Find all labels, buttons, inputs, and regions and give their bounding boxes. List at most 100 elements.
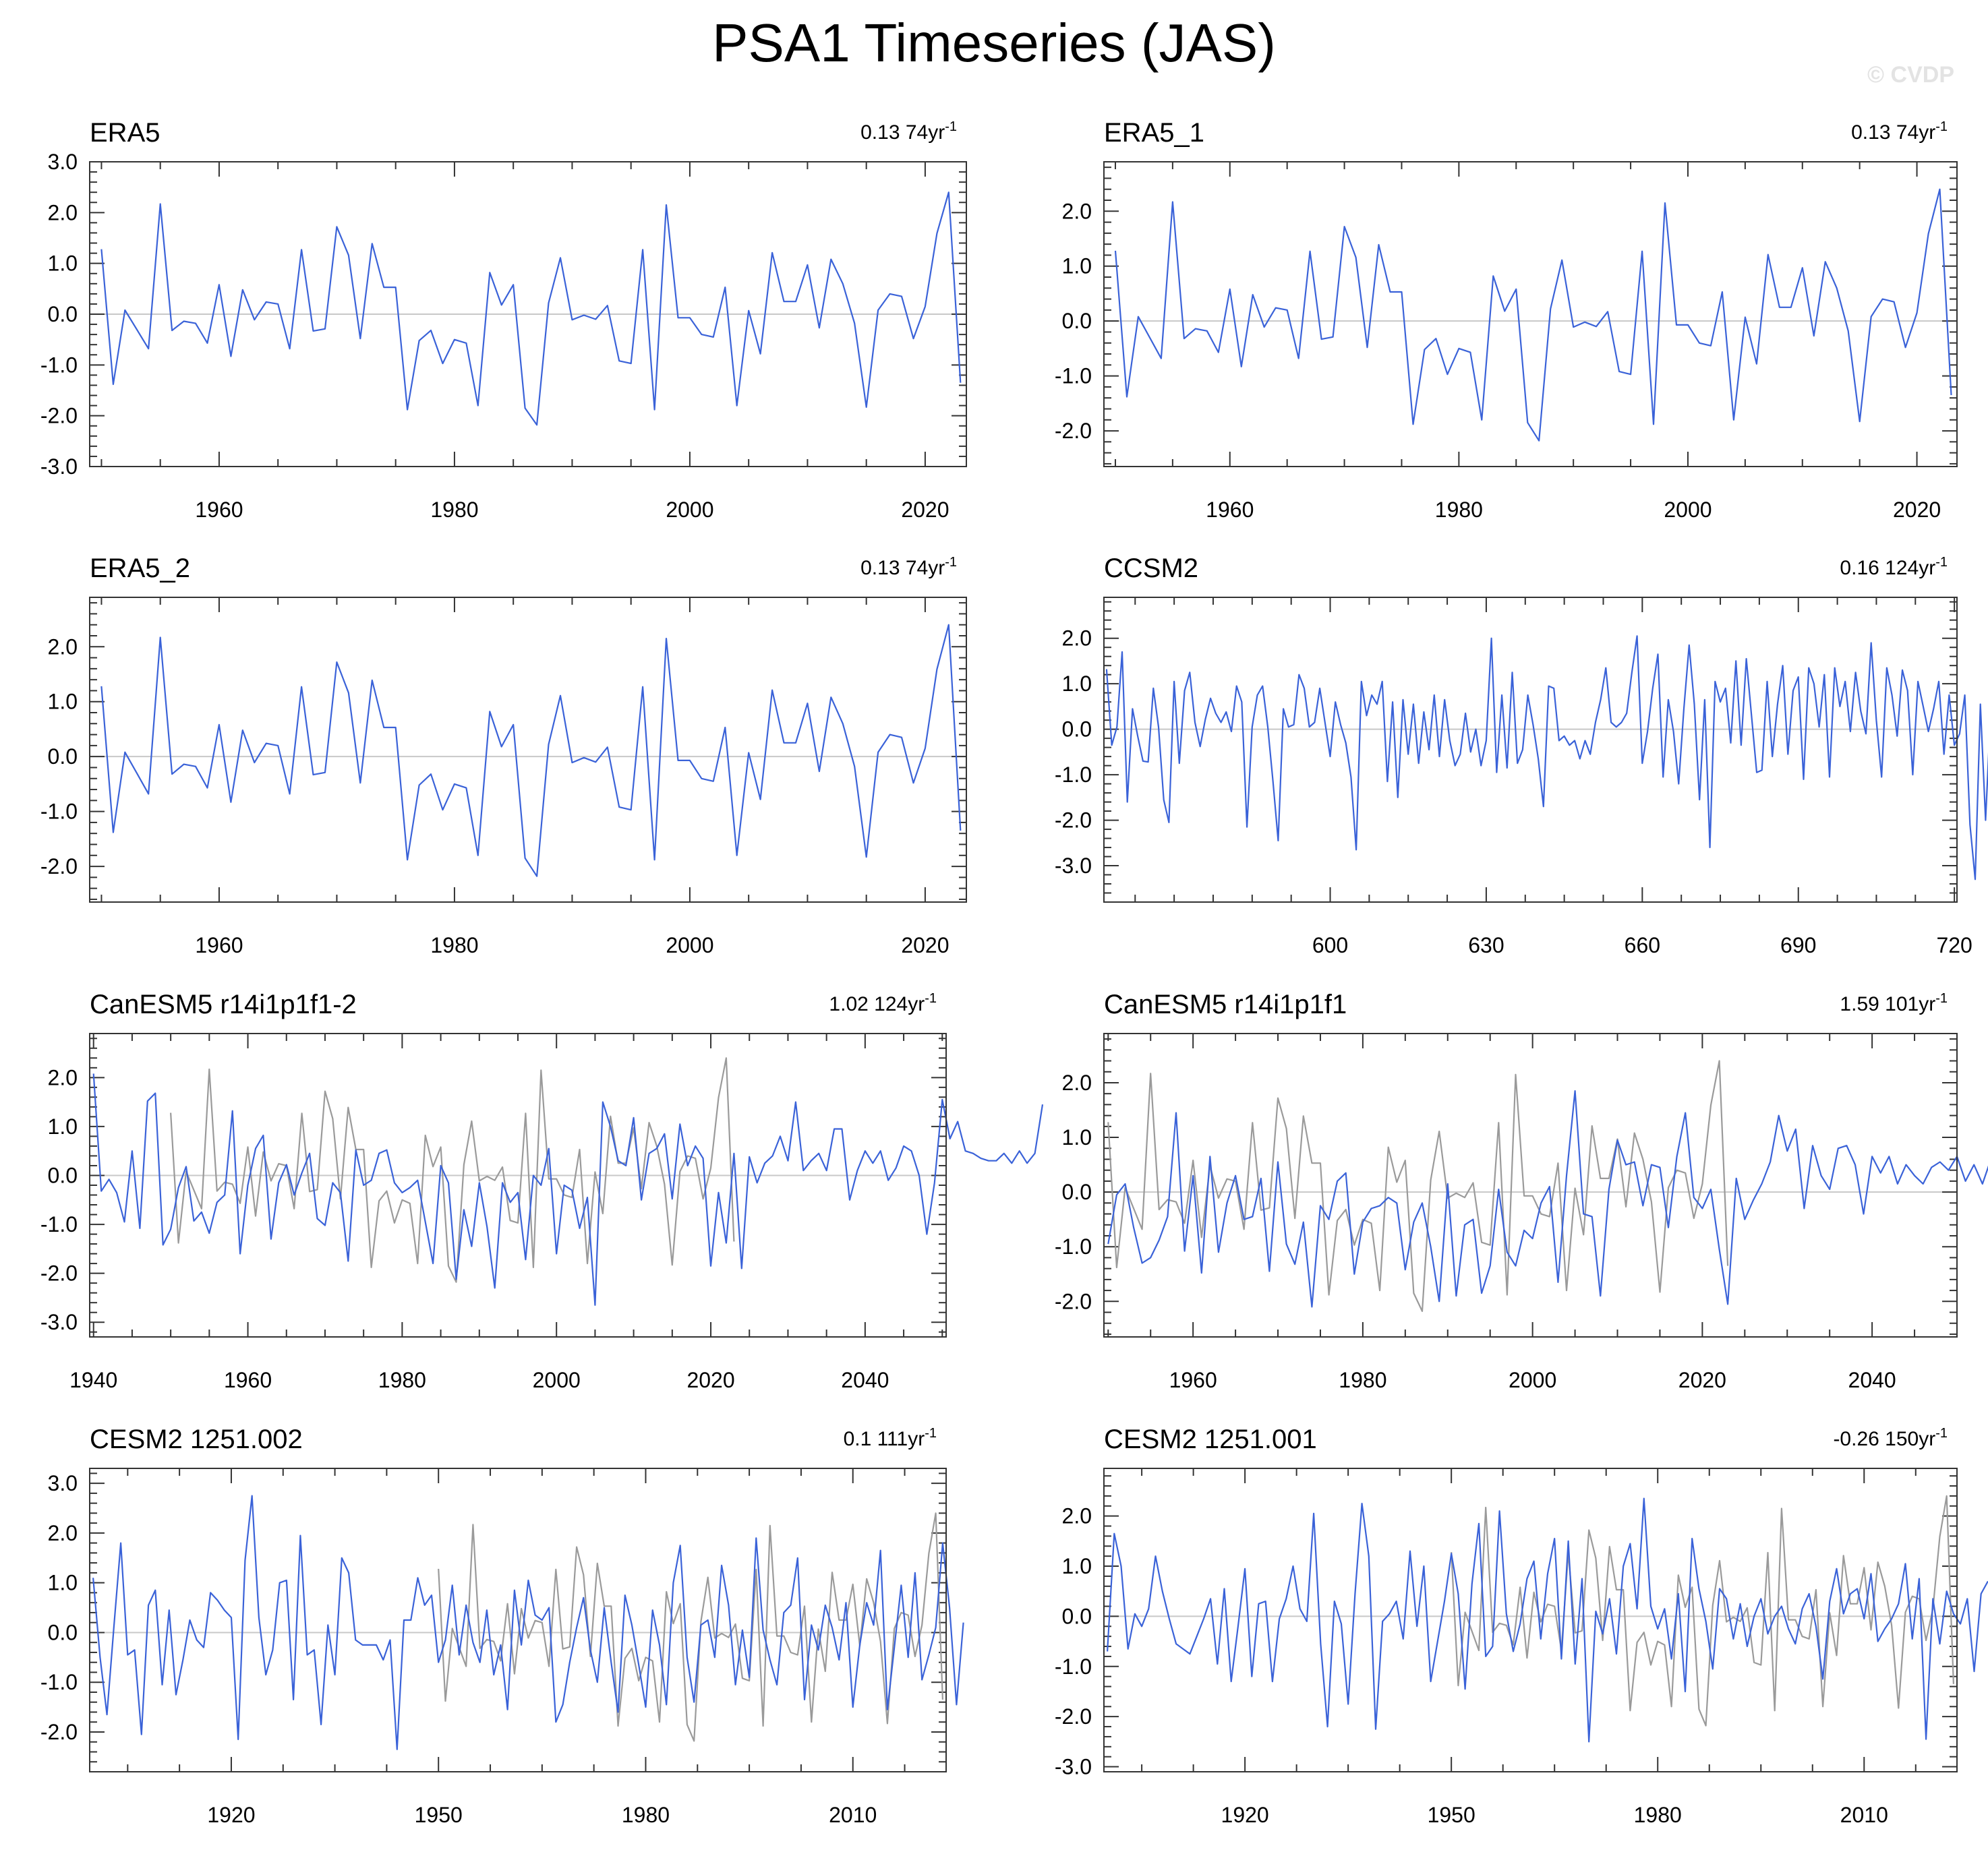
panel-title: CESM2 1251.001	[1104, 1425, 1317, 1454]
x-tick-label: 690	[1780, 933, 1816, 957]
plot-frame	[89, 1033, 947, 1338]
panel-title: ERA5	[90, 118, 160, 148]
trend-exponent: -1	[1935, 119, 1948, 134]
series-line-model	[100, 191, 962, 426]
y-tick-label: -2.0	[1055, 1704, 1092, 1729]
y-tick-label: -2.0	[40, 404, 78, 428]
y-tick-label: 3.0	[48, 150, 78, 174]
x-tick-label: 2020	[901, 498, 949, 522]
plot-frame	[1103, 1468, 1958, 1772]
panel-2: ERA5_1 0.13 74yr-1 -2.0 -1.0 0.0 1.0 2.0 1960 19…	[1055, 118, 1958, 522]
x-tick-label: 1980	[430, 498, 478, 522]
y-tick-label: -1.0	[1055, 763, 1092, 787]
x-tick-label: 1960	[195, 498, 243, 522]
y-tick-label: -2.0	[40, 854, 78, 878]
trend-value: -0.26 150yr	[1833, 1428, 1935, 1450]
y-tick-label: -1.0	[40, 353, 78, 377]
x-tick-label: 2020	[901, 933, 949, 957]
x-tick-label: 2000	[1509, 1368, 1556, 1392]
y-tick-label: 3.0	[48, 1471, 78, 1495]
x-tick-label: 1960	[1206, 498, 1254, 522]
y-tick-label: 1.0	[1062, 671, 1092, 696]
y-tick-label: -2.0	[40, 1261, 78, 1286]
y-tick-label: 2.0	[1062, 1071, 1092, 1095]
panel-5: CanESM5 r14i1p1f1-2 1.02 124yr-1 -3.0 -2.0 -…	[40, 990, 1044, 1392]
panel-8: CESM2 1251.001 -0.26 150yr-1 -3.0 -2.0 -1.0 0…	[1055, 1425, 1988, 1827]
y-tick-label: 1.0	[48, 1114, 78, 1139]
y-tick-label: -1.0	[40, 1212, 78, 1236]
x-tick-label: 2010	[1840, 1803, 1888, 1827]
y-tick-label: 2.0	[1062, 1504, 1092, 1528]
panel-3: ERA5_2 0.13 74yr-1 -2.0 -1.0 0.0 1.0 2.0 1960 19…	[40, 554, 967, 957]
y-tick-label: 0.0	[48, 1620, 78, 1644]
x-tick-label: 2040	[1848, 1368, 1896, 1392]
series-line-observed	[1107, 1060, 1729, 1313]
y-tick-label: 2.0	[48, 200, 78, 225]
trend-stats: 0.13 74yr-1	[860, 119, 957, 144]
y-tick-label: -1.0	[40, 1670, 78, 1694]
y-tick-label: 0.0	[48, 1163, 78, 1187]
y-tick-label: 0.0	[1062, 309, 1092, 333]
y-tick-label: 0.0	[1062, 717, 1092, 742]
series-line-observed	[438, 1512, 943, 1742]
panel-6: CanESM5 r14i1p1f1 1.59 101yr-1 -2.0 -1.0 0.0…	[1055, 990, 1988, 1392]
trend-stats: 0.16 124yr-1	[1840, 555, 1948, 579]
x-tick-label: 1950	[415, 1803, 463, 1827]
trend-exponent: -1	[1935, 555, 1948, 570]
panel-7: CESM2 1251.002 0.1 111yr-1 -2.0 -1.0 0.0 1.0 2…	[40, 1425, 964, 1827]
x-tick-label: 630	[1468, 933, 1504, 957]
panel-title: CanESM5 r14i1p1f1	[1104, 990, 1347, 1019]
trend-exponent: -1	[925, 1426, 937, 1441]
y-tick-label: 1.0	[48, 251, 78, 276]
x-tick-label: 1980	[1339, 1368, 1386, 1392]
series-line-model	[1105, 635, 1988, 880]
trend-exponent: -1	[945, 119, 957, 134]
series-line-model	[92, 1495, 964, 1750]
trend-stats: -0.26 150yr-1	[1833, 1426, 1948, 1450]
trend-value: 1.59 101yr	[1840, 993, 1935, 1015]
panel-4: CCSM2 0.16 124yr-1 -3.0 -2.0 -1.0 0.0 1.0 2.0 60…	[1055, 554, 1988, 957]
plot-frame	[1103, 161, 1958, 467]
plot-frame	[89, 161, 967, 467]
panel-1: ERA5 0.13 74yr-1 -3.0 -2.0 -1.0 0.0 1.0 2.0 3.0 1…	[40, 118, 967, 522]
trend-value: 0.13 74yr	[1851, 121, 1935, 144]
y-tick-label: 0.0	[1062, 1180, 1092, 1204]
x-tick-label: 2020	[1678, 1368, 1726, 1392]
y-tick-label: -3.0	[40, 1310, 78, 1334]
x-tick-label: 2000	[1664, 498, 1712, 522]
x-tick-label: 2000	[666, 933, 713, 957]
x-tick-label: 1940	[69, 1368, 117, 1392]
y-tick-label: 2.0	[48, 1065, 78, 1089]
plot-frame	[1103, 1033, 1958, 1338]
y-tick-label: 0.0	[1062, 1604, 1092, 1628]
y-tick-label: -1.0	[40, 800, 78, 824]
series-line-model	[1107, 1497, 1988, 1743]
trend-exponent: -1	[945, 555, 957, 570]
trend-exponent: -1	[1935, 991, 1948, 1006]
y-tick-label: 2.0	[48, 634, 78, 659]
x-tick-label: 2020	[686, 1368, 734, 1392]
panel-title: CCSM2	[1104, 554, 1198, 583]
x-tick-label: 1980	[622, 1803, 670, 1827]
trend-stats: 1.59 101yr-1	[1840, 991, 1948, 1015]
trend-stats: 0.13 74yr-1	[1851, 119, 1948, 144]
trend-value: 0.13 74yr	[860, 121, 945, 144]
trend-value: 0.13 74yr	[860, 557, 945, 579]
trend-exponent: -1	[925, 991, 937, 1006]
panel-title: ERA5_1	[1104, 118, 1204, 148]
x-tick-label: 1980	[430, 933, 478, 957]
panel-title: ERA5_2	[90, 554, 190, 583]
series-line-model	[1107, 1089, 1988, 1308]
x-tick-label: 720	[1936, 933, 1972, 957]
y-tick-label: 1.0	[48, 690, 78, 714]
series-line-observed	[1451, 1495, 1954, 1727]
x-tick-label: 1960	[224, 1368, 272, 1392]
y-tick-label: 1.0	[1062, 1554, 1092, 1578]
x-tick-label: 1980	[1435, 498, 1483, 522]
y-tick-label: 2.0	[48, 1521, 78, 1545]
x-tick-label: 2010	[829, 1803, 877, 1827]
y-tick-label: 2.0	[1062, 626, 1092, 651]
y-tick-label: 0.0	[48, 302, 78, 326]
y-tick-label: 1.0	[1062, 1125, 1092, 1149]
